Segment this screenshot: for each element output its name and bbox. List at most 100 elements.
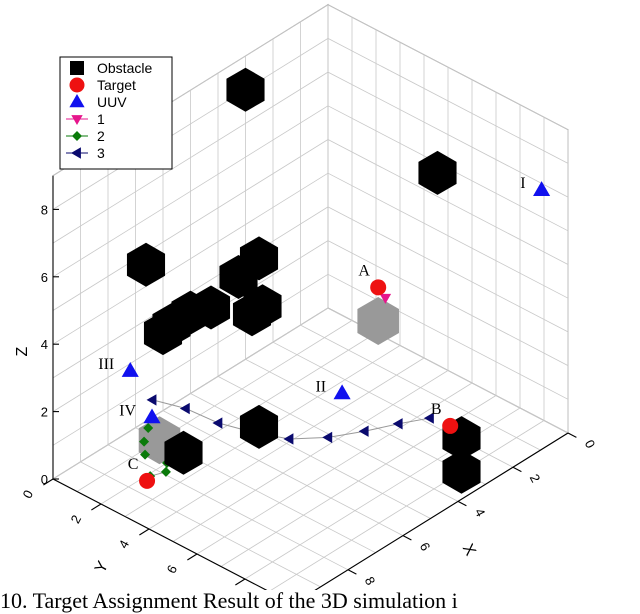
- chart-axes: [43, 175, 577, 590]
- legend-label: Target: [97, 77, 136, 93]
- y-tick-label: 6: [163, 562, 180, 575]
- uuv-label: II: [315, 378, 326, 395]
- y-axis-title: Y: [92, 558, 112, 576]
- series-2-point: [160, 466, 171, 477]
- grid-line: [327, 71, 569, 198]
- obstacle: [219, 254, 258, 299]
- series-3-point: [322, 431, 333, 444]
- y-tick-label: 2: [67, 512, 84, 525]
- series-1-point: [379, 293, 392, 304]
- grid-line: [52, 307, 329, 480]
- x-axis-line: [314, 432, 569, 590]
- x-tick-label: 6: [417, 540, 434, 553]
- y-tick: [91, 503, 102, 511]
- legend-marker-2: [72, 131, 82, 141]
- target-label: B: [431, 401, 442, 418]
- uuv-III: [121, 362, 139, 377]
- grid-line: [52, 273, 329, 446]
- y-tick: [235, 578, 246, 586]
- x-tick-label: 4: [472, 506, 489, 519]
- obstacle: [164, 430, 203, 475]
- y-tick: [139, 528, 150, 536]
- series-3-point: [423, 412, 434, 424]
- grid-line: [327, 172, 569, 299]
- series-3-point: [146, 394, 157, 406]
- z-tick-label: 2: [41, 405, 48, 420]
- target-B: [442, 417, 459, 434]
- series-2-point: [139, 436, 150, 447]
- obstacle: [418, 150, 457, 195]
- series-3-point: [358, 425, 369, 437]
- obstacle: [239, 404, 279, 449]
- series-3-point: [179, 402, 190, 415]
- series-3-point: [212, 417, 223, 429]
- obstacle: [143, 311, 183, 356]
- grid-line: [172, 370, 449, 542]
- uuv-II: [333, 384, 351, 400]
- y-tick-label: 4: [115, 537, 132, 550]
- grid-line: [327, 240, 569, 366]
- y-tick-label: 0: [19, 487, 36, 500]
- x-tick: [457, 500, 467, 507]
- x-tick: [347, 569, 357, 575]
- legend-marker-target: [69, 77, 85, 93]
- legend-label: UUV: [97, 94, 127, 110]
- grid-line: [148, 357, 425, 530]
- x-axis-title: X: [459, 541, 479, 559]
- legend-label: Obstacle: [97, 60, 152, 76]
- legend-marker-uuv: [69, 94, 85, 108]
- series-3-point: [283, 433, 294, 445]
- obstacle: [442, 449, 481, 494]
- x-tick-label: 8: [362, 574, 379, 587]
- grid-line: [52, 172, 329, 345]
- uuv-I: [533, 181, 551, 196]
- grid-line: [327, 38, 569, 164]
- y-axis-line: [52, 478, 268, 590]
- target-A: [370, 279, 387, 296]
- legend-label: 1: [97, 111, 105, 127]
- series-3-point: [392, 418, 403, 430]
- target-label: C: [128, 456, 139, 473]
- obstacle: [243, 284, 282, 329]
- obstacle: [126, 242, 166, 287]
- uuv-label: I: [520, 175, 525, 192]
- highlighted-obstacle: [357, 297, 399, 346]
- series-2-point: [143, 423, 154, 434]
- y-tick: [187, 553, 198, 561]
- legend-marker-3: [71, 147, 81, 159]
- legend-marker-obstacle: [70, 61, 84, 75]
- legend-marker-1: [71, 115, 83, 125]
- grid-line: [270, 420, 545, 590]
- z-tick-label: 6: [41, 270, 48, 285]
- legend-label: 2: [97, 128, 105, 144]
- figure-caption: 10. Target Assignment Result of the 3D s…: [0, 588, 458, 613]
- uuv-IV: [143, 408, 161, 424]
- grid-line: [327, 139, 569, 265]
- grid-line: [327, 4, 569, 131]
- z-tick-label: 8: [41, 202, 48, 217]
- x-tick: [567, 432, 577, 438]
- grid-line: [52, 139, 329, 311]
- z-axis-title: Z: [14, 347, 31, 357]
- x-tick-label: 2: [527, 472, 544, 485]
- uuv-label: III: [98, 356, 114, 373]
- grid-line: [196, 382, 473, 555]
- target-label: A: [358, 262, 370, 279]
- grid-line: [52, 105, 329, 278]
- obstacle: [226, 67, 265, 112]
- x-tick: [512, 466, 522, 473]
- x-tick: [402, 535, 412, 541]
- grid-line: [52, 38, 329, 210]
- grid-line: [327, 273, 569, 400]
- z-tick-label: 0: [41, 472, 48, 487]
- grid-line: [76, 320, 353, 492]
- target-C: [139, 472, 156, 489]
- x-tick-label: 0: [582, 437, 599, 450]
- series-2-point: [140, 449, 151, 460]
- uuv-label: IV: [119, 402, 136, 419]
- y-tick: [43, 478, 54, 486]
- z-tick-label: 4: [41, 337, 48, 352]
